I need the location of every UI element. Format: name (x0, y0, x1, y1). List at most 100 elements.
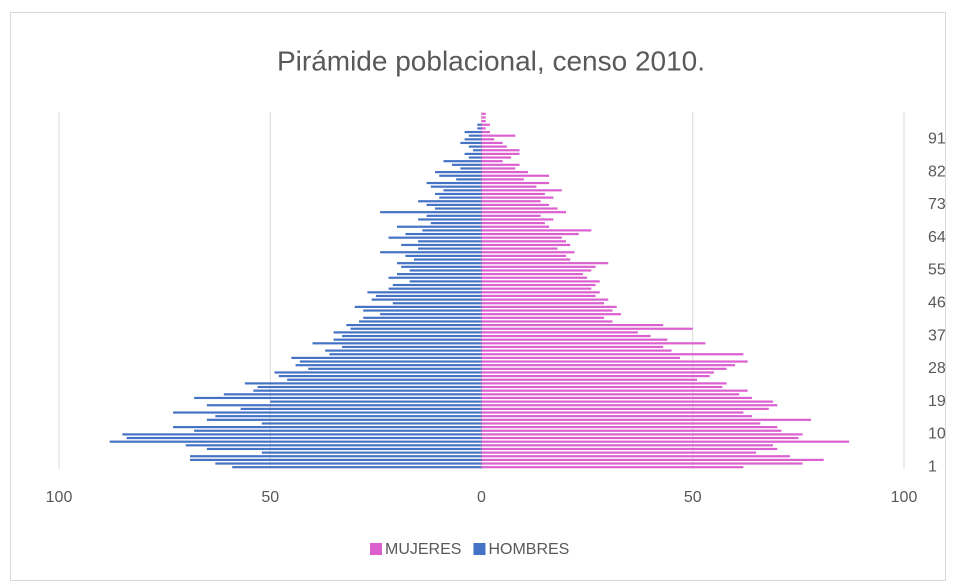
bar (468, 134, 482, 137)
bar (333, 331, 482, 334)
bar (481, 243, 571, 247)
bar (409, 269, 482, 272)
bar (481, 247, 558, 250)
bar (481, 324, 664, 327)
bar (189, 455, 482, 458)
bar (401, 243, 482, 247)
x-tick-label: 50 (684, 489, 702, 506)
bar (443, 160, 482, 163)
bar (477, 127, 482, 130)
bar (413, 258, 482, 261)
bar (481, 189, 562, 192)
bar (481, 375, 710, 378)
bar (430, 185, 482, 188)
bar (481, 313, 621, 316)
bar (426, 214, 482, 217)
bar (481, 185, 537, 188)
bar (363, 316, 482, 319)
bar (481, 411, 744, 414)
bar (439, 174, 482, 177)
bar (481, 447, 778, 451)
bar (481, 174, 550, 177)
bar (481, 382, 727, 385)
bar (367, 291, 482, 294)
bar (206, 404, 482, 407)
bar (388, 287, 482, 290)
bar (481, 254, 566, 257)
bar (481, 280, 600, 283)
bar (278, 375, 482, 378)
bar (206, 418, 482, 421)
bar (422, 229, 482, 232)
bar (295, 364, 482, 367)
bar (481, 305, 617, 308)
bar (270, 400, 482, 403)
y-tick-label: 91 (928, 131, 946, 148)
y-tick-label: 73 (928, 196, 946, 213)
bar (481, 291, 600, 294)
bar (244, 382, 482, 385)
bar (481, 181, 550, 185)
bar (473, 149, 482, 152)
bar (481, 251, 575, 254)
bar (481, 320, 613, 323)
bar (375, 294, 482, 298)
bar (481, 331, 638, 334)
bar (460, 141, 482, 145)
bar (333, 338, 482, 341)
y-tick-label: 82 (928, 163, 946, 180)
bar (481, 367, 727, 370)
bar (481, 433, 803, 436)
bar (194, 396, 482, 400)
bar (481, 149, 520, 152)
bar (418, 240, 482, 243)
bar (481, 462, 803, 465)
bar (418, 200, 482, 203)
bar (299, 360, 482, 363)
bar (430, 222, 482, 225)
bar (481, 334, 651, 338)
bar (481, 152, 520, 155)
bar (481, 338, 668, 341)
bar (481, 141, 503, 145)
bar (439, 196, 482, 199)
bar (481, 127, 486, 130)
bar (215, 462, 482, 465)
bar (481, 269, 592, 272)
bar (481, 196, 554, 199)
bar (481, 407, 769, 410)
bar (481, 342, 706, 345)
y-tick-label: 28 (928, 360, 946, 377)
bar (481, 294, 596, 298)
bar (481, 356, 681, 359)
bar (481, 283, 596, 287)
bar (481, 396, 752, 400)
bar (481, 163, 520, 166)
bar (435, 171, 482, 174)
bar (232, 466, 482, 469)
bar (261, 422, 482, 425)
y-tick-label: 19 (928, 393, 946, 410)
bar (481, 451, 757, 454)
bar (261, 451, 482, 454)
bar (481, 192, 545, 196)
y-tick-label: 37 (928, 327, 946, 344)
bar (481, 444, 774, 447)
bar (358, 320, 482, 323)
bar (481, 418, 812, 421)
bar (481, 349, 672, 352)
bar (189, 458, 482, 461)
bar (443, 189, 482, 192)
bar (481, 207, 558, 210)
bar (346, 324, 482, 327)
bar (481, 436, 799, 440)
bar (481, 123, 490, 126)
bar (329, 353, 482, 356)
bar (481, 262, 609, 265)
bar (481, 302, 605, 305)
bar (481, 389, 748, 392)
bar (291, 356, 482, 359)
bar (481, 258, 571, 261)
bar (481, 211, 566, 214)
